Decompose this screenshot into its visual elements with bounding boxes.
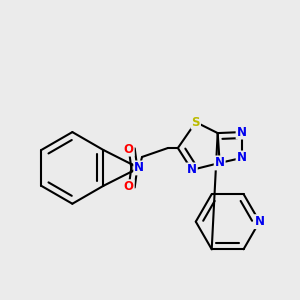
Text: N: N [237, 152, 247, 164]
Text: N: N [237, 126, 247, 139]
Text: N: N [215, 156, 225, 170]
Text: O: O [124, 180, 134, 193]
Text: O: O [124, 142, 134, 156]
Text: N: N [187, 164, 197, 176]
Text: N: N [254, 215, 265, 228]
Text: N: N [134, 161, 144, 174]
Text: S: S [191, 116, 200, 129]
